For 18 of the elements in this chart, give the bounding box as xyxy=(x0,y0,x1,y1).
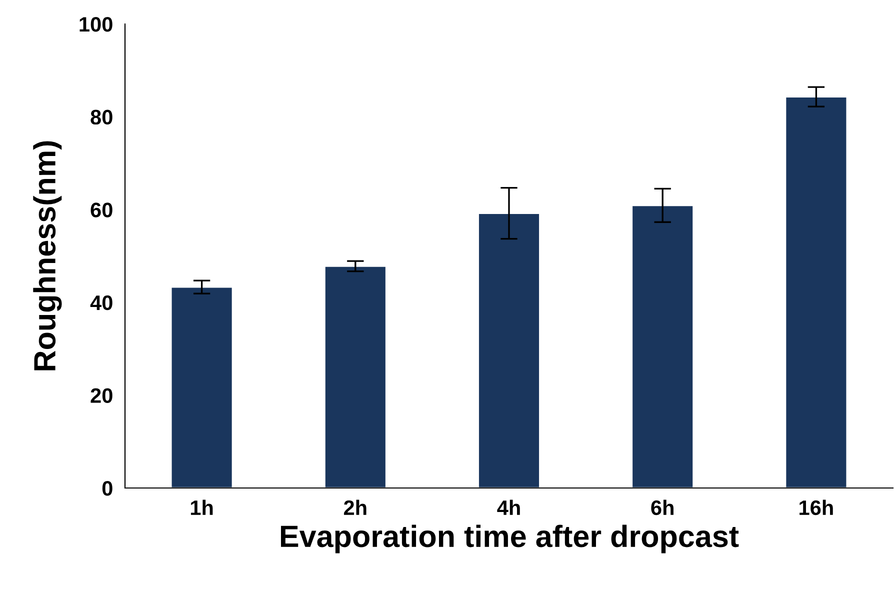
bar xyxy=(324,266,387,488)
x-tick-label: 6h xyxy=(651,500,674,516)
y-tick-label: 20 xyxy=(90,388,112,403)
bar xyxy=(784,96,848,488)
x-tick-label: 2h xyxy=(344,500,366,515)
bar xyxy=(631,204,694,488)
y-tick-label: 80 xyxy=(90,110,112,125)
y-tick-label: 40 xyxy=(90,295,112,310)
x-tick-label: 4h xyxy=(497,500,520,515)
x-tick-label: 16h xyxy=(800,500,833,516)
bar xyxy=(170,286,234,488)
bar xyxy=(478,212,540,488)
y-axis-title: Roughness(nm) xyxy=(33,141,62,370)
y-tick-label: 60 xyxy=(90,202,112,218)
x-tick-label: 1h xyxy=(190,500,213,515)
x-axis-title: Evaporation time after dropcast xyxy=(280,524,739,554)
y-tick-label: 0 xyxy=(102,481,112,496)
y-tick-label: 100 xyxy=(80,17,112,32)
